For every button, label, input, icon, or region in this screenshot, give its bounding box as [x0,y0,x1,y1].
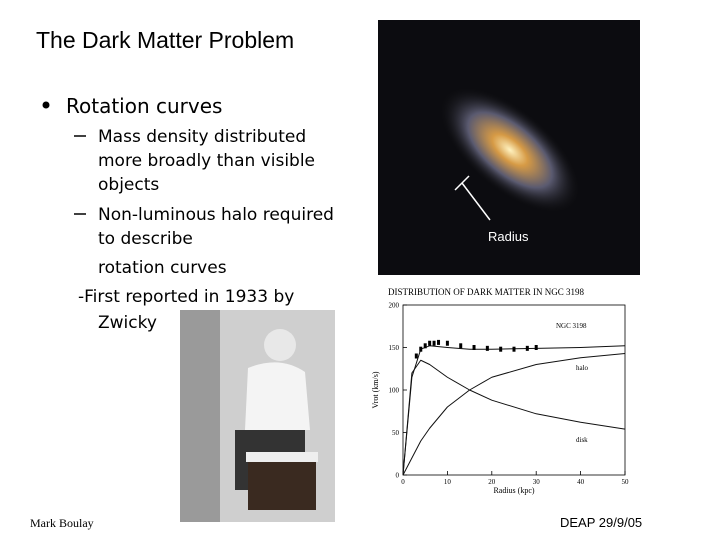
sub-bullet: more broadly than visible [98,151,315,171]
galaxy-image: Radius [378,20,640,275]
data-point [485,345,489,351]
data-point [459,343,463,349]
x-tick-label: 0 [401,478,405,486]
curve [402,359,626,476]
slide-title: The Dark Matter Problem [36,27,294,53]
y-tick-label: 0 [396,472,400,480]
data-point [428,340,432,346]
note: Zwicky [98,313,157,333]
y-axis-label: Vrot (km/s) [371,371,380,408]
x-tick-label: 20 [488,478,496,486]
sub-bullet: objects [98,175,159,195]
data-point [472,345,476,350]
bullet-text: Rotation curves [66,94,222,118]
x-tick-label: 40 [577,478,585,486]
curve [402,345,626,476]
x-tick-label: 30 [533,478,541,486]
y-tick-label: 100 [389,387,400,395]
sub-bullet: rotation curves [98,258,227,278]
data-point [432,340,436,346]
footer-left: Mark Boulay [30,516,94,530]
data-point [525,345,529,351]
data-point [423,343,427,349]
x-tick-label: 50 [622,478,630,486]
data-point [499,346,503,352]
image-label: Radius [488,229,529,244]
y-tick-label: 50 [392,429,400,437]
footer-right: DEAP 29/9/05 [560,515,642,530]
data-point [419,346,423,352]
curve [402,352,626,476]
data-point [414,353,418,359]
figure-title: DISTRIBUTION OF DARK MATTER IN NGC 3198 [388,287,585,297]
series-label: halo [576,364,589,372]
bullet [42,101,50,109]
annotation: NGC 3198 [556,322,587,330]
note: -First reported in 1933 by [78,287,294,307]
y-tick-label: 200 [389,302,400,310]
sub-bullet: Non-luminous halo required [98,205,334,225]
sub-bullet: to describe [98,229,193,249]
series-label: disk [576,436,588,444]
photo [180,310,335,522]
data-point [437,339,441,345]
x-tick-label: 10 [444,478,452,486]
sub-bullet: Mass density distributed [98,127,306,147]
x-axis-label: Radius (kpc) [493,486,534,495]
data-point [534,345,538,350]
data-point [445,340,449,346]
rotation-curve-figure: DISTRIBUTION OF DARK MATTER IN NGC 3198 … [370,285,640,500]
y-tick-label: 150 [389,344,400,352]
data-point [512,346,516,352]
